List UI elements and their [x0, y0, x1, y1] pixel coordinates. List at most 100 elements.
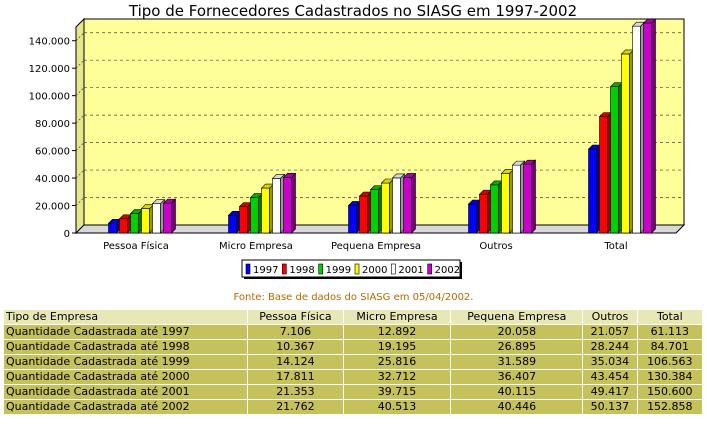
bar-2002: [282, 172, 297, 234]
bar-1999: [129, 208, 144, 234]
bar-2001: [391, 173, 406, 234]
table-cell: 49.417: [583, 385, 637, 399]
bar-2001: [271, 173, 286, 234]
x-tick-label: Micro Empresa: [219, 241, 293, 252]
bar-2000: [140, 203, 155, 234]
bar-1997: [587, 144, 602, 234]
y-tick-label: 140.000: [29, 37, 70, 48]
x-tick-label: Pessoa Física: [103, 240, 169, 252]
table-cell: 43.454: [583, 370, 637, 384]
legend-item: 1998: [282, 263, 315, 276]
y-tick-label: 0: [64, 229, 70, 240]
y-tick-label: 100.000: [29, 92, 70, 103]
legend-item: 1999: [318, 263, 351, 276]
x-tick-label: Outros: [479, 241, 512, 252]
table-cell: Pequena Empresa: [451, 310, 583, 324]
source-note: Fonte: Base de dados do SIASG em 05/04/2…: [233, 292, 474, 303]
row-label: Quantidade Cadastrada até 1999: [4, 355, 248, 369]
table-cell: 21.762: [248, 400, 343, 414]
table-cell: Outros: [583, 310, 637, 324]
bar-1998: [478, 189, 493, 234]
bars-group: [107, 18, 657, 234]
bar-1997: [467, 199, 482, 234]
table-cell: 152.858: [637, 400, 702, 414]
row-label: Quantidade Cadastrada até 2000: [4, 370, 248, 384]
table-cell: 40.446: [451, 400, 583, 414]
bar-2002: [162, 198, 177, 234]
legend-label: 2000: [362, 265, 387, 276]
bar-2002: [642, 18, 657, 234]
bar-2000: [380, 178, 395, 234]
bar-1999: [609, 81, 624, 234]
legend-label: 2002: [435, 265, 460, 276]
table-cell: 39.715: [343, 385, 451, 399]
table-row: Quantidade Cadastrada até 1999 14.124 25.8…: [4, 355, 702, 369]
bar-2000: [260, 183, 275, 234]
table-cell: 17.811: [248, 370, 343, 384]
table-cell: 28.244: [583, 340, 637, 354]
table-cell: 40.115: [451, 385, 583, 399]
bar-chart: Tipo de Fornecedores Cadastrados no SIAS…: [29, 2, 686, 279]
plot-side-wall: [75, 17, 85, 235]
bar-1998: [358, 191, 373, 234]
data-table: Tipo de Empresa Pessoa Física Micro Empres…: [3, 309, 703, 415]
row-label: Quantidade Cadastrada até 1997: [4, 325, 248, 339]
table-cell: Pessoa Física: [248, 310, 343, 324]
legend-label: 1999: [326, 265, 351, 276]
row-label: Quantidade Cadastrada até 2001: [4, 385, 248, 399]
x-tick-label: Pequena Empresa: [331, 241, 421, 252]
table-cell: 40.513: [343, 400, 451, 414]
y-axis: 0 20.000 40.000 60.000 80.000 100.000 120.000 1…: [29, 27, 684, 240]
table-cell: 61.113: [637, 325, 702, 339]
table-cell: 35.034: [583, 355, 637, 369]
row-label: Quantidade Cadastrada até 1998: [4, 340, 248, 354]
table-cell: Micro Empresa: [343, 310, 451, 324]
legend-item: 2001: [391, 263, 424, 276]
table-cell: 150.600: [637, 385, 702, 399]
bar-2000: [500, 168, 515, 234]
table-cell: Total: [637, 310, 702, 324]
table-cell: 50.137: [583, 400, 637, 414]
legend-item: 2000: [354, 263, 387, 276]
legend-label: 1998: [289, 265, 314, 276]
table-header-row: Tipo de Empresa Pessoa Física Micro Empres…: [4, 310, 702, 324]
table-row: Quantidade Cadastrada até 1998 10.367 19.1…: [4, 340, 702, 354]
bar-2002: [522, 159, 537, 234]
y-tick-label: 20.000: [35, 202, 70, 213]
y-tick-label: 120.000: [29, 64, 70, 75]
table-cell: 32.712: [343, 370, 451, 384]
bar-2000: [620, 49, 635, 234]
table-cell: 19.195: [343, 340, 451, 354]
table-row: Quantidade Cadastrada até 1997 7.106 12.89…: [4, 325, 702, 339]
table-cell: 36.407: [451, 370, 583, 384]
table-cell: 10.367: [248, 340, 343, 354]
bar-1997: [227, 210, 242, 234]
bar-1998: [118, 214, 133, 234]
table-cell: 7.106: [248, 325, 343, 339]
table-cell: 84.701: [637, 340, 702, 354]
table-row: Quantidade Cadastrada até 2000 17.811 32.7…: [4, 370, 702, 384]
x-axis: Pessoa Física Micro Empresa Pequena Empres…: [103, 240, 628, 252]
table-cell: 130.384: [637, 370, 702, 384]
table-row: Quantidade Cadastrada até 2002 21.762 40.5…: [4, 400, 702, 414]
legend-label: 1997: [253, 265, 278, 276]
bar-1997: [347, 200, 362, 234]
legend-item: 1997: [245, 263, 278, 276]
y-tick-label: 80.000: [35, 119, 70, 130]
y-tick-label: 40.000: [35, 174, 70, 185]
table-cell: 21.057: [583, 325, 637, 339]
bar-1999: [489, 180, 504, 234]
legend-label: 2001: [398, 265, 423, 276]
legend-item: 2002: [427, 263, 460, 276]
table-cell: 25.816: [343, 355, 451, 369]
bar-2001: [511, 160, 526, 234]
bar-1998: [238, 201, 253, 234]
table-cell: 12.892: [343, 325, 451, 339]
bar-1997: [107, 218, 122, 234]
table-cell: 26.895: [451, 340, 583, 354]
bar-2002: [402, 172, 417, 234]
row-label: Quantidade Cadastrada até 2002: [4, 400, 248, 414]
x-tick-label: Total: [603, 241, 627, 252]
bar-2001: [151, 198, 166, 234]
y-tick-label: 60.000: [35, 147, 70, 158]
